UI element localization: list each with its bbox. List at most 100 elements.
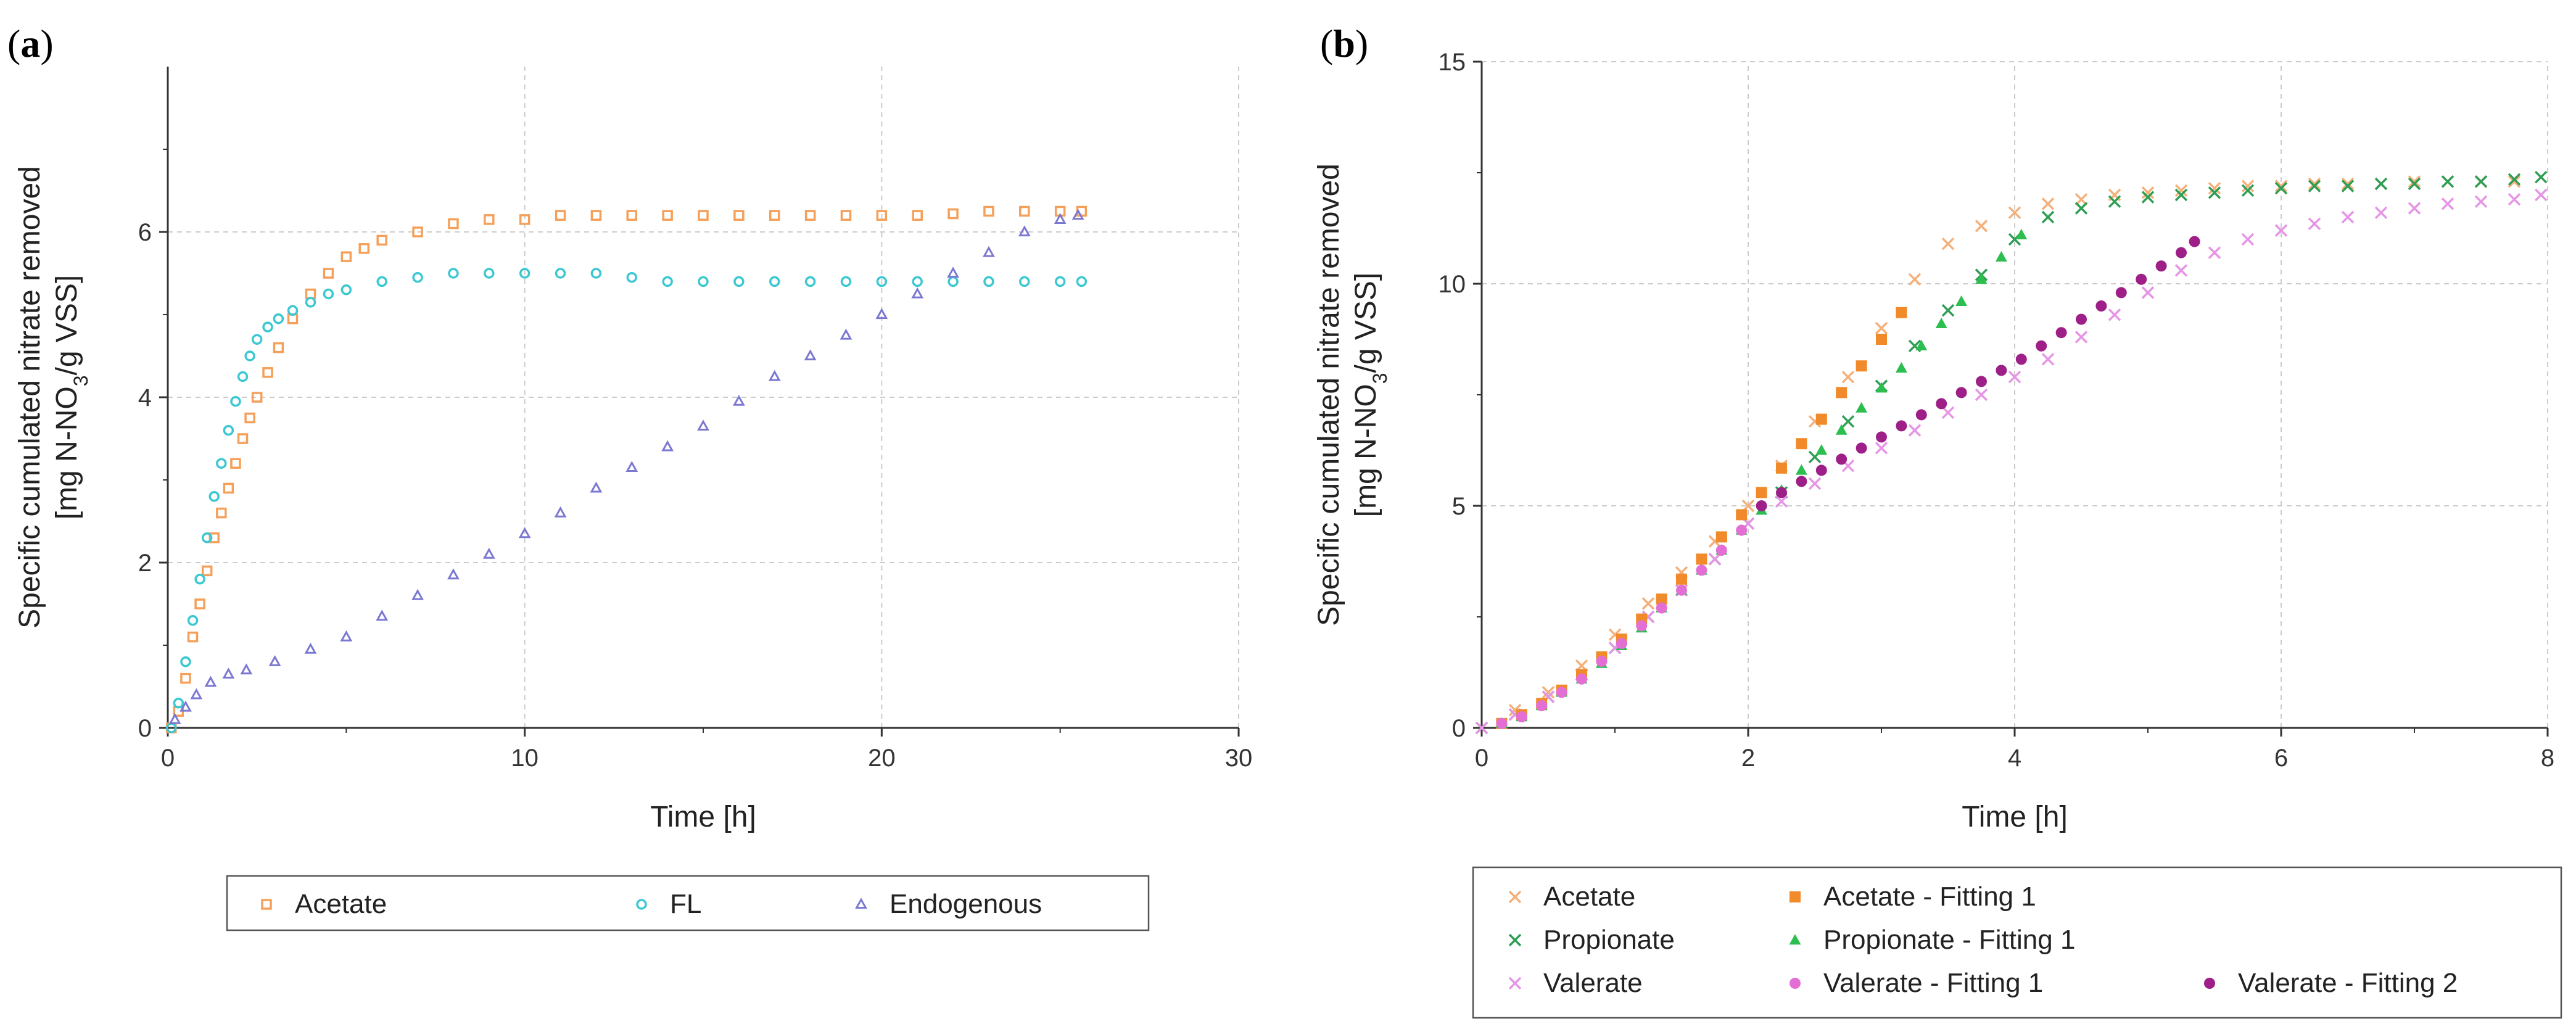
panel-b-point-valerate xyxy=(2141,286,2155,299)
panel-a-point-fl xyxy=(273,313,284,324)
panel-b-point-acetate-fitting-1 xyxy=(1656,593,1667,605)
panel-b-series-propionate-fitting-1 xyxy=(1495,228,2028,728)
panel-b-point-propionate xyxy=(2174,188,2188,202)
panel-b-point-acetate xyxy=(2508,175,2521,188)
panel-b-point-acetate xyxy=(2008,206,2021,220)
panel-a-point-acetate xyxy=(555,210,566,221)
panel-b-y-tick-label: 10 xyxy=(1439,271,1466,298)
panel-a-point-endogenous xyxy=(240,663,253,675)
panel-b-point-propionate-fitting-1 xyxy=(1915,339,1928,350)
panel-b-point-acetate-fitting-1 xyxy=(1815,413,1827,425)
panel-a-legend-swatch-acetate xyxy=(261,899,272,910)
panel-b-y-tick-label: 15 xyxy=(1439,49,1466,76)
panel-b-point-valerate xyxy=(2274,224,2288,237)
panel-a-point-endogenous xyxy=(768,370,781,381)
panel-a-point-fl xyxy=(1076,276,1088,287)
panel-a-y-axis-title-line1: Specific cumulated nitrate removed xyxy=(14,166,46,629)
panel-a-point-endogenous xyxy=(180,700,192,712)
panel-b-point-propionate-fitting-1 xyxy=(1856,402,1868,413)
panel-a-point-acetate xyxy=(662,210,673,221)
panel-a-point-fl xyxy=(323,288,334,300)
panel-b-point-propionate-fitting-1 xyxy=(1975,273,1988,284)
panel-b-point-valerate-fitting-2 xyxy=(1896,420,1907,432)
panel-b-point-propionate xyxy=(2474,175,2488,188)
panel-b-series-acetate-fitting-1 xyxy=(1496,307,1907,729)
panel-a-point-acetate xyxy=(626,210,638,221)
panel-b-point-valerate xyxy=(2074,331,2088,344)
panel-a-point-acetate xyxy=(733,210,745,221)
panel-b-point-acetate xyxy=(1542,686,1555,699)
panel-a-point-fl xyxy=(769,276,780,287)
panel-b-point-propionate xyxy=(2508,173,2521,186)
panel-b-point-valerate-fitting-1 xyxy=(1715,545,1727,556)
panel-b-legend-box xyxy=(1472,866,2562,1019)
panel-a-point-fl xyxy=(626,271,638,283)
panel-b-legend-label-propionate: Propionate xyxy=(1543,925,1675,955)
panel-a-point-acetate xyxy=(216,507,227,519)
panel-b-point-propionate xyxy=(2274,181,2288,195)
panel-a-legend-box xyxy=(226,875,1150,931)
panel-a-point-acetate xyxy=(230,458,241,469)
panel-b-y-tick-label: 5 xyxy=(1452,493,1466,520)
panel-a-y-axis-title-line2-end: /g VSS] xyxy=(51,275,83,376)
panel-a-legend-swatch-fl xyxy=(636,899,647,910)
panel-b-point-acetate xyxy=(1875,321,1888,335)
panel-b-point-propionate-fitting-1 xyxy=(1995,250,2007,262)
panel-a-point-endogenous xyxy=(1054,213,1067,224)
panel-b-x-tick-label: 0 xyxy=(1475,745,1488,772)
panel-a-point-fl xyxy=(590,268,602,279)
panel-b-series-propionate xyxy=(1475,170,2548,735)
panel-a-point-acetate xyxy=(448,218,459,229)
panel-b-point-propionate xyxy=(2208,186,2221,199)
panel-a-point-acetate xyxy=(876,210,888,221)
panel-b-point-valerate-fitting-2 xyxy=(1796,476,1807,487)
panel-a-point-fl xyxy=(305,297,316,308)
panel-b-series-valerate-fitting-1 xyxy=(1496,524,1748,729)
panel-b-point-propionate xyxy=(2074,202,2088,215)
panel-a-y-tick-label: 0 xyxy=(138,715,152,742)
panel-a-point-endogenous xyxy=(518,527,531,539)
panel-b-point-propionate-fitting-1 xyxy=(1815,444,1828,455)
panel-b-point-propionate xyxy=(2374,177,2388,191)
panel-b-point-valerate xyxy=(1908,424,1922,437)
panel-b-point-valerate-fitting-2 xyxy=(1756,500,1767,511)
panel-a-series-fl xyxy=(166,268,1088,733)
panel-a-point-fl xyxy=(662,276,673,287)
panel-a-point-fl xyxy=(173,698,184,709)
panel-b-x-tick-label: 2 xyxy=(1741,745,1755,772)
panel-a-point-acetate xyxy=(251,392,263,403)
panel-b-point-propionate xyxy=(2041,210,2055,224)
panel-b-point-valerate-fitting-2 xyxy=(1976,376,1987,387)
panel-a-point-acetate xyxy=(341,251,352,262)
panel-a-x-tick-label: 0 xyxy=(161,745,175,772)
panel-b-grid xyxy=(1482,61,2548,728)
panel-a-point-acetate xyxy=(208,532,220,543)
panel-b-point-propionate-fitting-1 xyxy=(1955,295,1968,306)
panel-a-point-fl xyxy=(223,424,234,436)
panel-b-point-valerate xyxy=(2008,370,2021,384)
panel-b-legend-swatch-acetate xyxy=(1508,890,1522,904)
panel-b-y-axis-title-subscript: 3 xyxy=(1369,373,1391,384)
panel-b-legend-label-acetate-fitting-1: Acetate - Fitting 1 xyxy=(1823,882,2036,912)
panel-b-series-valerate xyxy=(1475,188,2548,735)
panel-a-label-open: ( xyxy=(7,22,20,65)
panel-b-point-acetate xyxy=(2341,177,2355,191)
panel-b-point-valerate xyxy=(2408,202,2421,215)
panel-a-point-endogenous xyxy=(911,287,924,299)
panel-a-point-endogenous xyxy=(1071,209,1084,220)
panel-b-legend-swatch-valerate xyxy=(1508,977,1522,990)
panel-a-point-fl xyxy=(912,276,923,287)
panel-b-point-valerate-fitting-2 xyxy=(2189,236,2200,247)
panel-a-label-letter: a xyxy=(20,22,40,65)
panel-a-point-acetate xyxy=(590,210,602,221)
panel-b-point-acetate-fitting-1 xyxy=(1736,509,1748,521)
panel-b-label: (b) xyxy=(1320,22,1368,65)
panel-b-point-valerate xyxy=(2374,206,2388,220)
panel-b-legend-label-propionate-fitting-1: Propionate - Fitting 1 xyxy=(1823,925,2075,955)
panel-a-point-endogenous xyxy=(204,675,217,687)
panel-b-point-propionate xyxy=(2108,195,2121,209)
panel-b-series-valerate-fitting-2 xyxy=(1756,236,2200,511)
panel-a-point-fl xyxy=(1019,276,1030,287)
panel-a-legend-label-fl: FL xyxy=(670,889,701,919)
panel-b-point-valerate xyxy=(2534,188,2548,202)
